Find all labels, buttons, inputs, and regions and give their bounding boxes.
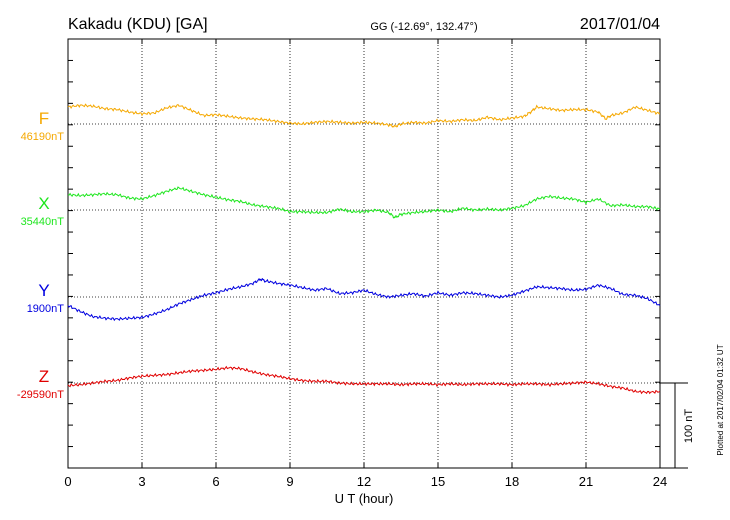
x-tick-label: 3: [138, 474, 145, 489]
series-baseline-z: -29590nT: [17, 389, 64, 401]
series-lines: [67, 103, 661, 395]
series-baseline-f: 46190nT: [21, 131, 65, 143]
series-name-y: Y: [38, 281, 49, 300]
x-tick-label: 12: [357, 474, 371, 489]
chart-date: 2017/01/04: [580, 16, 660, 33]
x-tick-label: 6: [212, 474, 219, 489]
x-tick-label: 15: [431, 474, 445, 489]
x-axis-label: U T (hour): [335, 491, 394, 506]
series-name-f: F: [39, 109, 49, 128]
plot-grid: [68, 39, 660, 468]
series-line-z: [67, 365, 661, 395]
x-tick-label: 0: [64, 474, 71, 489]
x-axis-ticks: 0 3 6 9 12 15 18 21 24: [64, 38, 667, 489]
scale-bar-label: 100 nT: [683, 409, 695, 444]
plot-frame: [67, 38, 661, 469]
series-line-y: [67, 277, 661, 322]
series-name-x: X: [38, 194, 49, 213]
x-tick-label: 21: [579, 474, 593, 489]
series-line-f: [67, 103, 660, 128]
series-name-z: Z: [39, 367, 49, 386]
plotted-at-note: Plotted at 2017/02/04 01:32 UT: [716, 344, 725, 455]
station-coordinates: GG (-12.69°, 132.47°): [370, 21, 477, 33]
series-baseline-y: 1900nT: [27, 303, 65, 315]
series-labels: F 46190nT X 35440nT Y 1900nT Z -29590nT: [17, 109, 64, 401]
x-tick-label: 24: [653, 474, 667, 489]
series-baseline-x: 35440nT: [21, 216, 65, 228]
scale-bar: 100 nT: [660, 382, 695, 469]
station-title: Kakadu (KDU) [GA]: [68, 16, 208, 33]
x-tick-label: 18: [505, 474, 519, 489]
x-tick-label: 9: [286, 474, 293, 489]
series-line-x: [68, 186, 661, 219]
